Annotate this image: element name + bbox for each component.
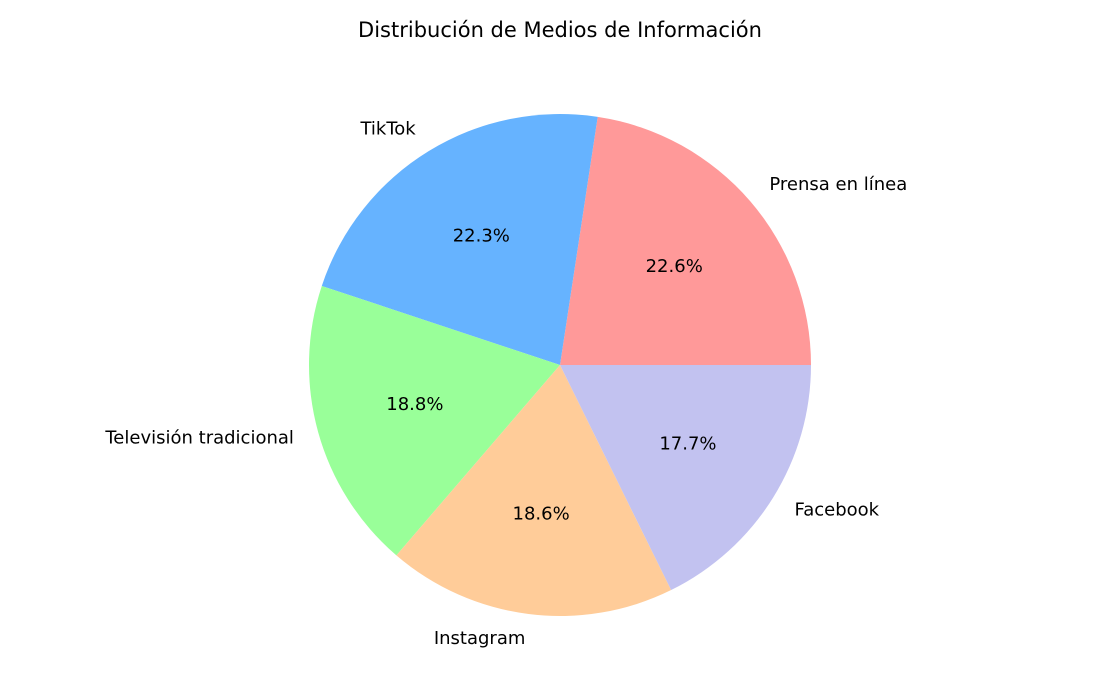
pie-slice-3 — [396, 365, 672, 616]
pie-slice-4 — [560, 365, 811, 591]
chart-title: Distribución de Medios de Información — [358, 18, 762, 42]
pie-slice-0 — [560, 116, 811, 365]
slice-label-0: Prensa en línea — [769, 174, 907, 195]
pie-slice-1 — [321, 114, 598, 366]
slice-pct-label-1: 22.3% — [453, 226, 510, 247]
slice-label-1: TikTok — [359, 119, 416, 140]
pie-slice-2 — [309, 285, 560, 556]
slice-pct-label-2: 18.8% — [386, 394, 443, 415]
slice-pct-label-4: 17.7% — [659, 433, 716, 454]
slice-label-3: Instagram — [434, 628, 526, 649]
slice-label-2: Televisión tradicional — [104, 428, 294, 449]
slice-label-4: Facebook — [795, 500, 880, 521]
slice-pct-label-0: 22.6% — [646, 256, 703, 277]
slice-pct-label-3: 18.6% — [513, 503, 570, 524]
